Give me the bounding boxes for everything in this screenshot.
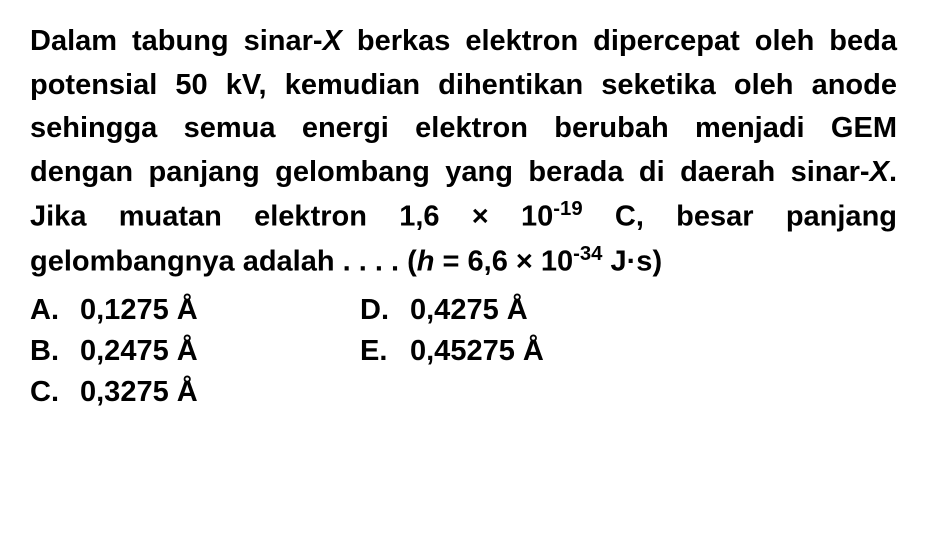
option-d-value: 0,4275 Å bbox=[410, 294, 630, 327]
option-b[interactable]: B. 0,2475 Å bbox=[30, 335, 300, 368]
option-a[interactable]: A. 0,1275 Å bbox=[30, 294, 300, 327]
option-e-value: 0,45275 Å bbox=[410, 335, 630, 368]
text-part-6: J·s) bbox=[602, 246, 662, 278]
option-a-value: 0,1275 Å bbox=[80, 294, 300, 327]
variable-x-1: X bbox=[323, 25, 342, 57]
question-text: Dalam tabung sinar-X berkas elektron dip… bbox=[30, 20, 897, 284]
option-c[interactable]: C. 0,3275 Å bbox=[30, 376, 300, 409]
option-d-letter: D. bbox=[360, 294, 410, 327]
option-a-letter: A. bbox=[30, 294, 80, 327]
options-row-1: A. 0,1275 Å D. 0,4275 Å bbox=[30, 294, 897, 327]
variable-x-2: X bbox=[870, 156, 889, 188]
option-b-letter: B. bbox=[30, 335, 80, 368]
option-e[interactable]: E. 0,45275 Å bbox=[360, 335, 630, 368]
option-b-value: 0,2475 Å bbox=[80, 335, 300, 368]
text-part-5: = 6,6 × 10 bbox=[434, 246, 573, 278]
exponent-1: -19 bbox=[553, 198, 582, 220]
option-c-letter: C. bbox=[30, 376, 80, 409]
options-container: A. 0,1275 Å D. 0,4275 Å B. 0,2475 Å E. 0… bbox=[30, 294, 897, 409]
variable-h: h bbox=[417, 246, 435, 278]
options-row-3: C. 0,3275 Å bbox=[30, 376, 897, 409]
option-e-letter: E. bbox=[360, 335, 410, 368]
exponent-2: -34 bbox=[573, 243, 602, 265]
options-row-2: B. 0,2475 Å E. 0,45275 Å bbox=[30, 335, 897, 368]
text-part-1: Dalam tabung sinar- bbox=[30, 25, 323, 57]
option-c-value: 0,3275 Å bbox=[80, 376, 300, 409]
question-container: Dalam tabung sinar-X berkas elektron dip… bbox=[30, 20, 897, 409]
option-d[interactable]: D. 0,4275 Å bbox=[360, 294, 630, 327]
